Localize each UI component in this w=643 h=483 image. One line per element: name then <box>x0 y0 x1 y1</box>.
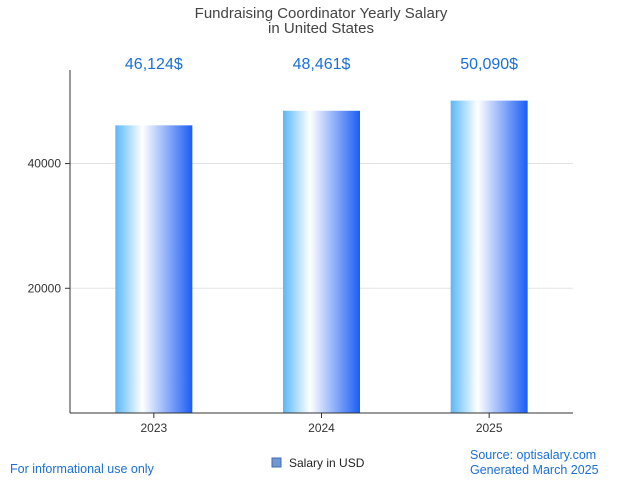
x-tick-label-2024: 2024 <box>308 421 335 435</box>
value-label-2024: 48,461$ <box>293 56 351 73</box>
legend-swatch <box>271 457 282 468</box>
bar-2023 <box>115 125 193 413</box>
x-tick-label-2023: 2023 <box>140 421 167 435</box>
legend: Salary in USD <box>271 456 365 470</box>
bars <box>115 100 528 414</box>
value-label-2025: 50,090$ <box>460 56 518 73</box>
disclaimer-text: For informational use only <box>10 462 154 476</box>
chart-title-line-1: Fundraising Coordinator Yearly Salary <box>195 5 448 22</box>
chart-title-line-2: in United States <box>268 20 374 37</box>
bar-2024 <box>283 110 360 414</box>
y-tick-label-20000: 20000 <box>28 281 62 295</box>
value-label-2023: 46,124$ <box>125 56 183 73</box>
generated-date: Generated March 2025 <box>470 463 599 477</box>
source-info: Source: optisalary.com Generated March 2… <box>470 448 599 478</box>
y-tick-label-40000: 40000 <box>28 157 62 171</box>
bar-2025 <box>450 100 528 413</box>
legend-label: Salary in USD <box>289 456 365 470</box>
axis-ticks: 20000 40000 2023 2024 2025 <box>28 157 503 435</box>
source-link[interactable]: Source: optisalary.com <box>470 448 597 462</box>
value-labels: 46,124$ 48,461$ 50,090$ <box>125 56 518 73</box>
x-tick-label-2025: 2025 <box>476 421 503 435</box>
